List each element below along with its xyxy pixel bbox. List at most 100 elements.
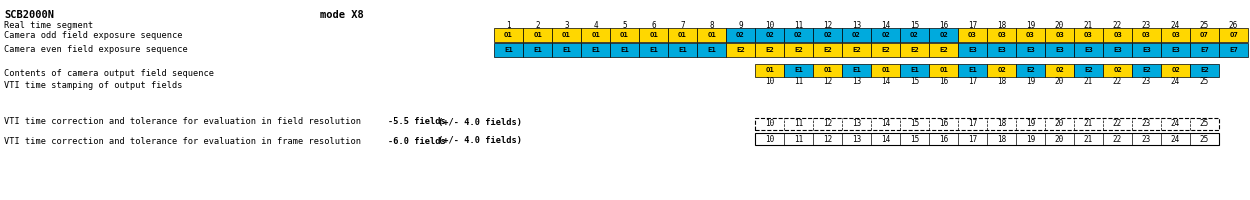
Bar: [1016, 43, 1045, 57]
Bar: [1219, 43, 1248, 57]
Text: Real time segment: Real time segment: [4, 21, 94, 30]
Text: 12: 12: [822, 77, 832, 86]
Text: 11: 11: [794, 21, 804, 30]
Text: O3: O3: [1114, 32, 1122, 38]
Text: O3: O3: [1055, 32, 1064, 38]
Text: E3: E3: [969, 47, 978, 53]
Text: 15: 15: [910, 21, 919, 30]
Bar: [871, 43, 900, 57]
Text: E1: E1: [707, 47, 716, 53]
Text: E1: E1: [969, 68, 978, 73]
Text: 26: 26: [1229, 21, 1238, 30]
Text: VTI time correction and tolerance for evaluation in frame resolution: VTI time correction and tolerance for ev…: [4, 136, 361, 146]
Text: 13: 13: [853, 21, 861, 30]
Text: -6.0 fields: -6.0 fields: [388, 136, 446, 146]
Text: mode X8: mode X8: [320, 10, 364, 20]
Bar: [755, 28, 784, 42]
Bar: [698, 43, 726, 57]
Bar: [610, 28, 639, 42]
Text: 25: 25: [1200, 119, 1209, 129]
Text: 16: 16: [939, 21, 949, 30]
Text: 14: 14: [881, 119, 890, 129]
Text: O1: O1: [620, 32, 629, 38]
Text: (+/- 4.0 fields): (+/- 4.0 fields): [438, 136, 522, 146]
Text: O3: O3: [1171, 32, 1180, 38]
Text: 11: 11: [794, 134, 804, 144]
Text: 10: 10: [765, 134, 774, 144]
Text: -5.5 fields: -5.5 fields: [388, 117, 446, 127]
Text: 16: 16: [939, 134, 949, 144]
Bar: [900, 28, 929, 42]
Text: E2: E2: [1084, 68, 1092, 73]
Text: 25: 25: [1200, 77, 1209, 86]
Bar: [494, 43, 522, 57]
Bar: [784, 43, 812, 57]
Text: E7: E7: [1229, 47, 1238, 53]
Text: 18: 18: [998, 134, 1006, 144]
Bar: [812, 64, 842, 77]
Text: E2: E2: [1142, 68, 1151, 73]
Bar: [1132, 43, 1161, 57]
Text: SCB2000N: SCB2000N: [4, 10, 54, 20]
Text: 18: 18: [998, 21, 1006, 30]
Bar: [812, 43, 842, 57]
Text: 8: 8: [709, 21, 714, 30]
Bar: [784, 64, 812, 77]
Text: 22: 22: [1112, 134, 1122, 144]
Text: 10: 10: [765, 21, 774, 30]
Text: 13: 13: [853, 119, 861, 129]
Bar: [842, 64, 871, 77]
Text: 24: 24: [1171, 134, 1180, 144]
Bar: [698, 28, 726, 42]
Text: O7: O7: [1229, 32, 1238, 38]
Bar: [1074, 64, 1102, 77]
Text: E7: E7: [1200, 47, 1209, 53]
Text: 20: 20: [1055, 21, 1064, 30]
Text: 19: 19: [1026, 77, 1035, 86]
Text: 12: 12: [822, 134, 832, 144]
Bar: [755, 43, 784, 57]
Bar: [784, 28, 812, 42]
Text: E2: E2: [736, 47, 745, 53]
Text: E2: E2: [1026, 68, 1035, 73]
Bar: [755, 133, 1219, 145]
Bar: [1102, 64, 1132, 77]
Text: E1: E1: [678, 47, 688, 53]
Text: 21: 21: [1084, 21, 1092, 30]
Text: E3: E3: [1084, 47, 1092, 53]
Text: O1: O1: [591, 32, 600, 38]
Text: 20: 20: [1055, 77, 1064, 86]
Bar: [552, 28, 581, 42]
Bar: [755, 64, 784, 77]
Text: 23: 23: [1142, 77, 1151, 86]
Text: O1: O1: [562, 32, 571, 38]
Text: O1: O1: [939, 68, 948, 73]
Bar: [581, 43, 610, 57]
Text: O3: O3: [998, 32, 1006, 38]
Text: O3: O3: [1026, 32, 1035, 38]
Bar: [552, 43, 581, 57]
Text: 22: 22: [1112, 21, 1122, 30]
Bar: [812, 28, 842, 42]
Bar: [610, 43, 639, 57]
Text: 22: 22: [1112, 119, 1122, 129]
Text: O3: O3: [1084, 32, 1092, 38]
Text: O2: O2: [765, 32, 774, 38]
Text: 15: 15: [910, 134, 919, 144]
Text: 11: 11: [794, 119, 804, 129]
Text: O2: O2: [794, 32, 802, 38]
Text: O2: O2: [1171, 68, 1180, 73]
Text: O2: O2: [1114, 68, 1122, 73]
Text: E3: E3: [998, 47, 1006, 53]
Text: E2: E2: [881, 47, 890, 53]
Text: 14: 14: [881, 134, 890, 144]
Bar: [522, 43, 552, 57]
Text: 9: 9: [739, 21, 742, 30]
Text: O1: O1: [824, 68, 832, 73]
Text: Camera even field exposure sequence: Camera even field exposure sequence: [4, 46, 188, 54]
Bar: [639, 28, 668, 42]
Text: O1: O1: [707, 32, 716, 38]
Text: 20: 20: [1055, 119, 1064, 129]
Text: E1: E1: [649, 47, 658, 53]
Text: E1: E1: [620, 47, 629, 53]
